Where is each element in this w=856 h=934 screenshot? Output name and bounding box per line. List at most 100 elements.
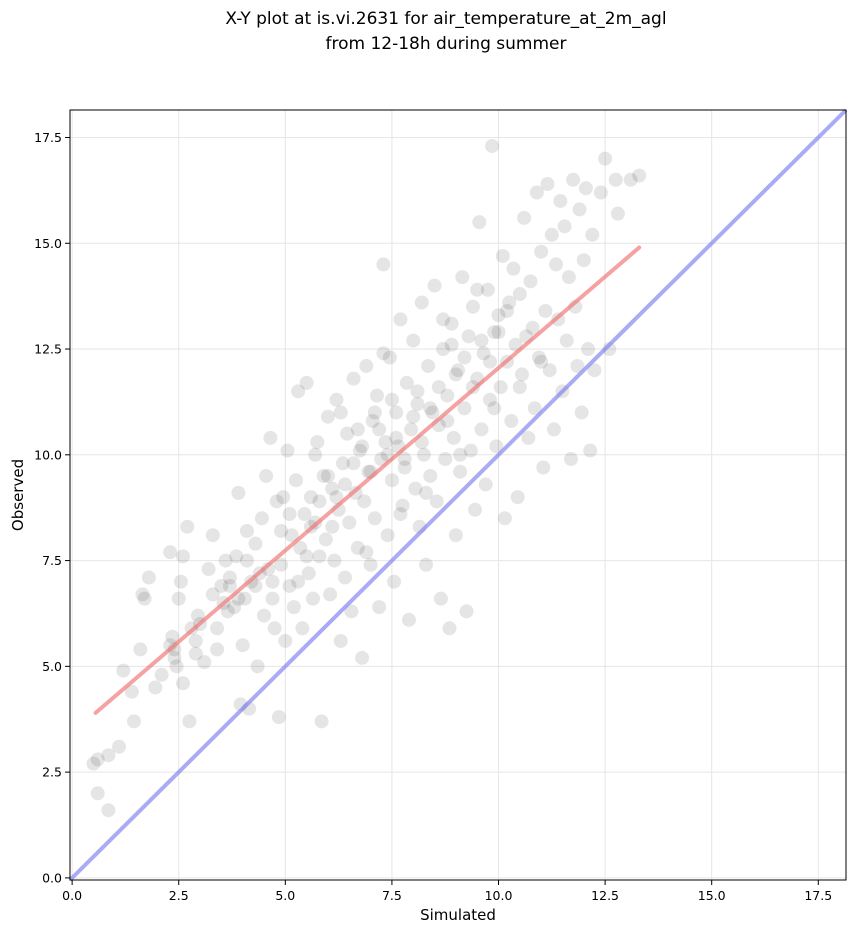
data-point-162: [495, 248, 510, 263]
data-point-95: [352, 443, 367, 458]
y-tick-label-7: 17.5: [34, 130, 62, 145]
data-point-68: [295, 621, 310, 636]
reference-lines: [68, 108, 848, 882]
data-point-213: [163, 638, 178, 653]
data-point-211: [623, 172, 638, 187]
data-point-229: [355, 439, 370, 454]
data-point-80: [320, 409, 335, 424]
data-point-31: [210, 642, 225, 657]
data-point-224: [312, 494, 327, 509]
chart-title-line-2: from 12-18h during summer: [326, 34, 567, 54]
data-point-261: [453, 447, 468, 462]
data-point-21: [175, 549, 190, 564]
data-point-140: [448, 528, 463, 543]
data-point-189: [553, 193, 568, 208]
data-point-203: [583, 443, 598, 458]
data-point-197: [570, 358, 585, 373]
data-point-204: [585, 227, 600, 242]
data-point-86: [333, 633, 348, 648]
identity-line: [68, 108, 848, 882]
data-point-269: [470, 282, 485, 297]
data-point-3: [101, 748, 116, 763]
data-point-90: [342, 515, 357, 530]
data-point-248: [384, 392, 399, 407]
data-point-151: [472, 215, 487, 230]
x-tick-label-4: 10.0: [485, 888, 513, 903]
data-point-206: [593, 185, 608, 200]
data-point-244: [482, 354, 497, 369]
data-point-84: [329, 392, 344, 407]
data-point-156: [482, 392, 497, 407]
data-point-39: [231, 485, 246, 500]
data-point-75: [310, 435, 325, 450]
data-point-115: [395, 498, 410, 513]
regression-line: [93, 245, 642, 715]
data-point-247: [367, 405, 382, 420]
data-point-141: [451, 363, 465, 378]
data-point-54: [265, 591, 280, 606]
data-point-106: [376, 257, 391, 272]
data-point-264: [534, 354, 549, 369]
data-point-251: [350, 422, 365, 437]
data-point-220: [274, 523, 289, 538]
y-tick-label-1: 2.5: [42, 765, 62, 780]
data-point-22: [175, 676, 190, 691]
data-point-237: [423, 401, 438, 416]
data-point-23: [180, 519, 195, 534]
data-point-263: [512, 380, 527, 395]
data-point-139: [446, 430, 461, 445]
data-point-178: [529, 185, 544, 200]
data-point-226: [329, 490, 344, 505]
y-tick-label-3: 7.5: [42, 553, 62, 568]
x-tick-label-2: 5.0: [275, 888, 295, 903]
y-tick-label-6: 15.0: [34, 236, 62, 251]
data-point-184: [542, 363, 557, 378]
data-point-256: [210, 621, 225, 636]
data-point-49: [254, 511, 269, 526]
y-axis-label: Observed: [9, 459, 27, 531]
data-point-70: [299, 375, 314, 390]
data-point-76: [312, 549, 327, 564]
data-point-225: [320, 468, 335, 483]
data-point-145: [459, 604, 474, 619]
scatter-points: [86, 138, 647, 818]
data-point-144: [457, 401, 472, 416]
data-point-249: [410, 384, 425, 399]
data-point-119: [404, 422, 419, 437]
data-point-102: [367, 511, 382, 526]
x-tick-label-3: 7.5: [382, 888, 402, 903]
data-point-187: [549, 257, 564, 272]
data-point-46: [248, 536, 263, 551]
data-point-0: [86, 756, 101, 771]
data-point-260: [419, 485, 434, 500]
data-point-128: [423, 468, 438, 483]
data-point-5: [112, 739, 127, 754]
data-point-129: [425, 405, 440, 420]
data-point-268: [436, 312, 451, 327]
data-point-186: [546, 422, 561, 437]
data-point-169: [510, 490, 525, 505]
data-point-62: [282, 578, 297, 593]
data-point-18: [169, 659, 184, 674]
data-point-100: [363, 557, 378, 572]
data-point-198: [572, 202, 587, 217]
data-point-147: [463, 443, 478, 458]
data-point-202: [581, 342, 596, 357]
data-point-174: [521, 430, 536, 445]
data-point-163: [497, 511, 512, 526]
data-point-69: [297, 507, 312, 522]
data-point-91: [344, 604, 359, 619]
data-point-121: [408, 481, 423, 496]
data-point-97: [357, 494, 372, 509]
data-point-4: [101, 803, 116, 818]
data-point-179: [532, 350, 547, 365]
data-point-58: [274, 557, 289, 572]
data-point-118: [401, 612, 416, 627]
data-point-195: [566, 172, 581, 187]
data-point-176: [525, 320, 540, 335]
x-tick-label-5: 12.5: [591, 888, 619, 903]
data-point-6: [116, 663, 131, 678]
data-point-109: [382, 350, 397, 365]
data-point-120: [406, 333, 421, 348]
